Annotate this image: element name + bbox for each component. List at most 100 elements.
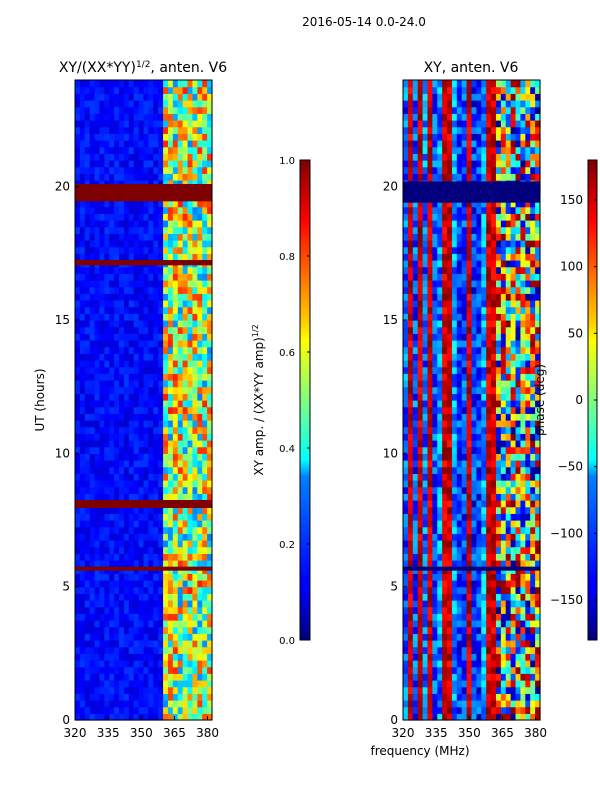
heatmap-cell [192, 600, 198, 608]
heatmap-cell [535, 266, 541, 274]
heatmap-cell [114, 560, 120, 568]
heatmap-cell [515, 626, 522, 634]
heatmap-cell [167, 613, 174, 621]
heatmap-cell [461, 453, 468, 461]
heatmap-cell [481, 573, 487, 581]
heatmap-cell [128, 400, 135, 408]
heatmap-cell [495, 226, 502, 234]
heatmap-cell [84, 413, 91, 421]
heatmap-cell [510, 513, 517, 521]
heatmap-cell [451, 633, 458, 641]
heatmap-cell [109, 306, 115, 314]
heatmap-cell [202, 326, 208, 334]
heatmap-cell [167, 666, 174, 674]
heatmap-cell [79, 220, 86, 228]
heatmap-cell [94, 433, 101, 441]
heatmap-cell [525, 326, 531, 334]
heatmap-cell [104, 486, 110, 494]
heatmap-cell [422, 460, 429, 468]
heatmap-cell [471, 673, 477, 681]
heatmap-cell [89, 86, 96, 94]
heatmap-cell [427, 346, 433, 354]
heatmap-cell [461, 200, 468, 208]
heatmap-cell [412, 520, 419, 528]
heatmap-cell [114, 126, 120, 134]
heatmap-cell [202, 520, 208, 528]
heatmap-cell [153, 600, 159, 608]
heatmap-cell [525, 393, 531, 401]
heatmap-cell [109, 373, 115, 381]
heatmap-cell [75, 306, 81, 314]
heatmap-cell [163, 226, 169, 234]
heatmap-cell [192, 513, 198, 521]
heatmap-cell [138, 686, 145, 694]
heatmap-cell [187, 153, 194, 161]
heatmap-cell [167, 206, 174, 214]
heatmap-cell [192, 140, 198, 148]
heatmap-cell [197, 386, 203, 394]
heatmap-cell [99, 400, 105, 408]
heatmap-cell [177, 120, 184, 128]
heatmap-cell [104, 106, 110, 114]
heatmap-cell [476, 366, 482, 374]
heatmap-cell [148, 380, 154, 388]
heatmap-cell [202, 180, 208, 188]
heatmap-cell [89, 180, 96, 188]
heatmap-cell [466, 500, 473, 508]
heatmap-cell [510, 320, 517, 328]
heatmap-cell [192, 366, 198, 374]
heatmap-cell [486, 406, 492, 414]
heatmap-cell [79, 513, 86, 521]
heatmap-cell [476, 686, 482, 694]
heatmap-cell [153, 280, 159, 288]
heatmap-cell [133, 486, 140, 494]
heatmap-cell [138, 100, 145, 108]
heatmap-cell [148, 180, 154, 188]
heatmap-cell [481, 393, 487, 401]
heatmap-cell [407, 200, 414, 208]
heatmap-cell [447, 360, 453, 368]
heatmap-cell [153, 340, 159, 348]
heatmap-cell [412, 346, 419, 354]
heatmap-cell [143, 246, 149, 254]
heatmap-cell [109, 320, 115, 328]
heatmap-cell [476, 420, 482, 428]
heatmap-cell [471, 626, 477, 634]
heatmap-cell [447, 506, 453, 514]
heatmap-cell [94, 160, 101, 168]
heatmap-cell [535, 513, 541, 521]
heatmap-cell [437, 640, 443, 648]
heatmap-cell [466, 706, 473, 714]
heatmap-cell [84, 520, 91, 528]
heatmap-cell [128, 206, 135, 214]
heatmap-cell [79, 326, 86, 334]
heatmap-cell [133, 426, 140, 434]
heatmap-cell [172, 573, 179, 581]
heatmap-cell [466, 560, 473, 568]
heatmap-cell [119, 300, 125, 308]
heatmap-cell [495, 300, 502, 308]
heatmap-cell [510, 300, 517, 308]
heatmap-cell [417, 646, 424, 654]
heatmap-cell [138, 180, 145, 188]
heatmap-cell [422, 540, 429, 548]
heatmap-cell [158, 466, 164, 474]
heatmap-cell [520, 686, 526, 694]
heatmap-cell [403, 546, 409, 554]
heatmap-cell [520, 433, 526, 441]
heatmap-cell [84, 366, 91, 374]
heatmap-cell [486, 526, 492, 534]
heatmap-cell [535, 393, 541, 401]
heatmap-cell [138, 333, 145, 341]
heatmap-cell [437, 460, 443, 468]
heatmap-cell [432, 700, 438, 708]
heatmap-cell [491, 393, 497, 401]
heatmap-cell [143, 353, 149, 361]
heatmap-cell [510, 633, 517, 641]
heatmap-cell [75, 386, 81, 394]
heatmap-cell [535, 626, 541, 634]
heatmap-cell [461, 393, 468, 401]
heatmap-cell [167, 480, 174, 488]
heatmap-cell [207, 373, 213, 381]
heatmap-cell [491, 353, 497, 361]
